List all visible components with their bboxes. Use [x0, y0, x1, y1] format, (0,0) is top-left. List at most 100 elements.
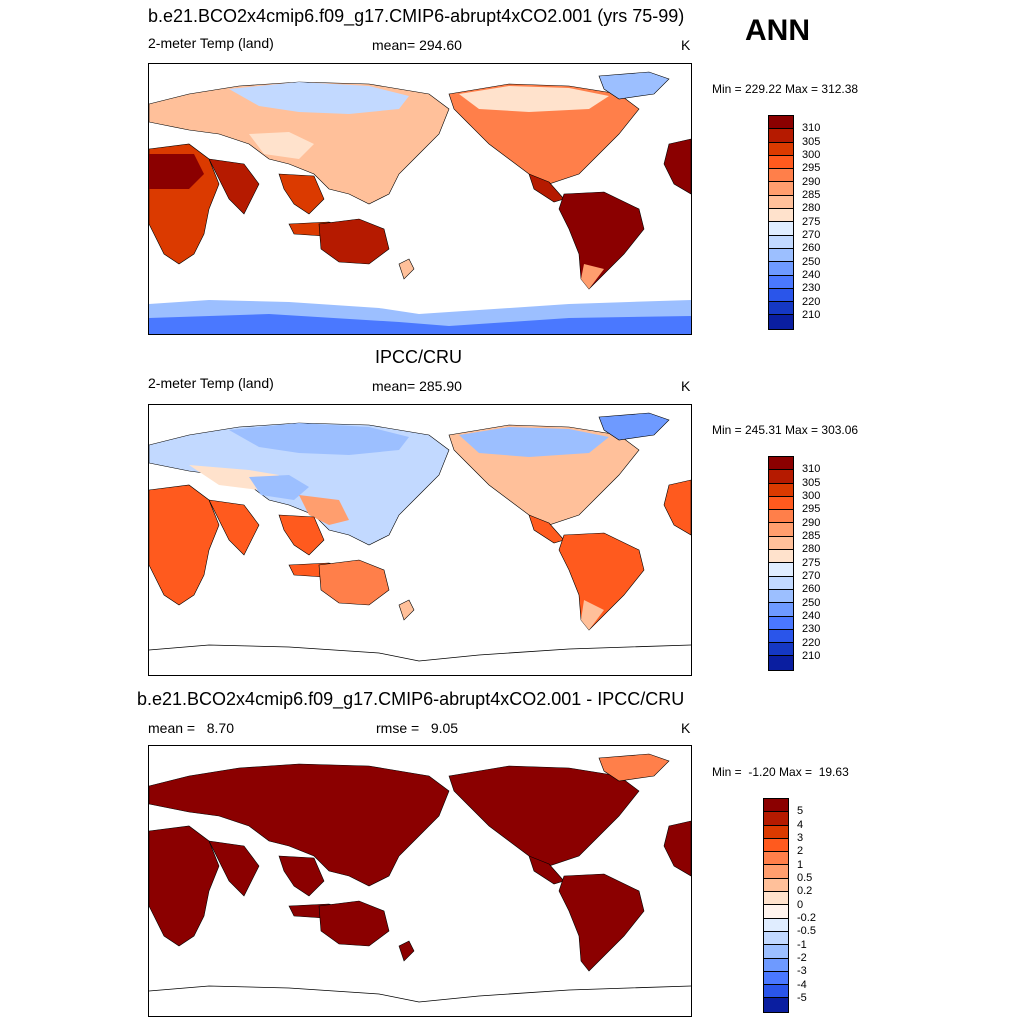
p2-swatch: [769, 563, 793, 577]
panel3-mean-label: mean = 8.70: [148, 720, 235, 736]
panel2-map: [148, 404, 692, 676]
p3-colorbar-tick: -0.5: [797, 925, 816, 937]
p3-swatch: [764, 971, 788, 986]
p1-colorbar-tick: 280: [802, 202, 821, 214]
p1-siberia-cool: [229, 82, 409, 114]
panel1-title: b.e21.BCO2x4cmip6.f09_g17.CMIP6-abrupt4x…: [148, 6, 685, 26]
p3-colorbar-tick: 0.5: [797, 872, 813, 884]
p3-swatch: [764, 799, 788, 813]
p1-patagonia: [581, 264, 604, 289]
p2-seasia: [278, 514, 325, 556]
p1-swatch: [769, 155, 793, 170]
p3-colorbar-tick: 0: [797, 899, 804, 911]
p1-swatch: [769, 275, 793, 289]
panel2-minmax-label: Min = 245.31 Max = 303.06: [712, 423, 859, 437]
panel1-minmax-label: Min = 229.22 Max = 312.38: [712, 82, 859, 96]
p3-swatch: [764, 985, 788, 999]
p1-westafrica-edge: [663, 138, 691, 195]
p3-swatch: [764, 812, 788, 826]
p1-swatch: [769, 302, 793, 316]
p1-antarctica-inner: [149, 314, 691, 334]
p3-greenland: [598, 753, 670, 782]
p3-colorbar-tick: -0.2: [797, 912, 816, 924]
p3-swatch: [764, 825, 788, 839]
p1-greenland: [598, 71, 670, 100]
panel3-map-svg: [149, 753, 691, 1003]
p1-colorbar-tick: 310: [802, 122, 821, 134]
p1-swatch: [769, 209, 793, 223]
p2-swatch: [769, 470, 793, 484]
p1-colorbar-tick: 300: [802, 149, 821, 161]
p3-colorbar-tick: 4: [797, 819, 804, 831]
p1-colorbar-tick: 210: [802, 309, 821, 321]
p3-colorbar-tick: 2: [797, 845, 804, 857]
p1-colorbar-tick: 230: [802, 282, 821, 294]
p2-swatch: [769, 496, 793, 511]
panel1-colorbar-boxes: [768, 115, 794, 330]
p2-colorbar-tick: 285: [802, 530, 821, 542]
p2-colorbar-tick: 280: [802, 543, 821, 555]
p2-newzealand: [398, 599, 415, 621]
p2-africa: [149, 484, 220, 606]
panel3-minmax-label: Min = -1.20 Max = 19.63: [712, 765, 849, 779]
p1-colorbar-tick: 305: [802, 136, 821, 148]
p1-swatch: [769, 235, 793, 249]
p3-swatch: [764, 852, 788, 866]
p1-colorbar-tick: 290: [802, 176, 821, 188]
p1-sahara: [149, 154, 204, 189]
panel1-variable-label: 2-meter Temp (land): [148, 35, 274, 51]
p1-swatch: [769, 288, 793, 303]
p2-colorbar-tick: 220: [802, 637, 821, 649]
panel2-colorbar-boxes: [768, 456, 794, 671]
p3-swatch: [764, 905, 788, 919]
p2-australia: [318, 559, 390, 606]
p3-seasia: [278, 855, 325, 897]
p1-swatch: [769, 248, 793, 263]
p3-westafrica-edge: [663, 820, 691, 877]
p3-swatch: [764, 918, 788, 932]
p3-swatch: [764, 865, 788, 879]
p1-swatch: [769, 315, 793, 329]
p3-swatch: [764, 998, 788, 1012]
p2-canada-cold: [459, 427, 609, 457]
p2-colorbar-tick: 250: [802, 597, 821, 609]
p1-colorbar-tick: 275: [802, 216, 821, 228]
p3-colorbar-tick: -3: [797, 965, 807, 977]
p2-swatch: [769, 457, 793, 471]
p3-newzealand: [398, 940, 415, 962]
p2-swatch: [769, 483, 793, 497]
p2-westafrica-edge: [663, 479, 691, 536]
panel1-map: [148, 63, 692, 335]
panel3-units-label: K: [681, 720, 691, 736]
p3-colorbar-tick: 5: [797, 805, 804, 817]
p1-newzealand: [398, 258, 415, 280]
p1-colorbar-tick: 260: [802, 242, 821, 254]
panel2-variable-label: 2-meter Temp (land): [148, 375, 274, 391]
p3-india: [208, 840, 260, 897]
p2-colorbar-tick: 260: [802, 583, 821, 595]
p3-southamerica: [558, 873, 645, 972]
p3-swatch: [764, 892, 788, 906]
p2-swatch: [769, 656, 793, 670]
p2-patagonia: [581, 600, 604, 630]
p2-colorbar-tick: 295: [802, 503, 821, 515]
p3-swatch: [764, 931, 788, 946]
p3-antarctica-outline: [149, 985, 691, 1003]
p2-colorbar-tick: 210: [802, 650, 821, 662]
p2-swatch: [769, 536, 793, 551]
p2-greenland: [598, 412, 670, 441]
panel2-title: IPCC/CRU: [375, 347, 463, 367]
p1-colorbar-tick: 240: [802, 269, 821, 281]
p1-swatch: [769, 169, 793, 183]
p2-india: [208, 499, 260, 556]
panel1-map-svg: [149, 71, 691, 334]
p3-colorbar-tick: 0.2: [797, 885, 813, 897]
p3-swatch: [764, 945, 788, 959]
panel2-map-svg: [149, 412, 691, 662]
p1-swatch: [769, 142, 793, 156]
p2-swatch: [769, 629, 793, 644]
p2-colorbar-tick: 305: [802, 477, 821, 489]
p2-antarctica-outline: [149, 644, 691, 662]
p3-northamerica: [448, 765, 640, 867]
p2-swatch: [769, 616, 793, 630]
